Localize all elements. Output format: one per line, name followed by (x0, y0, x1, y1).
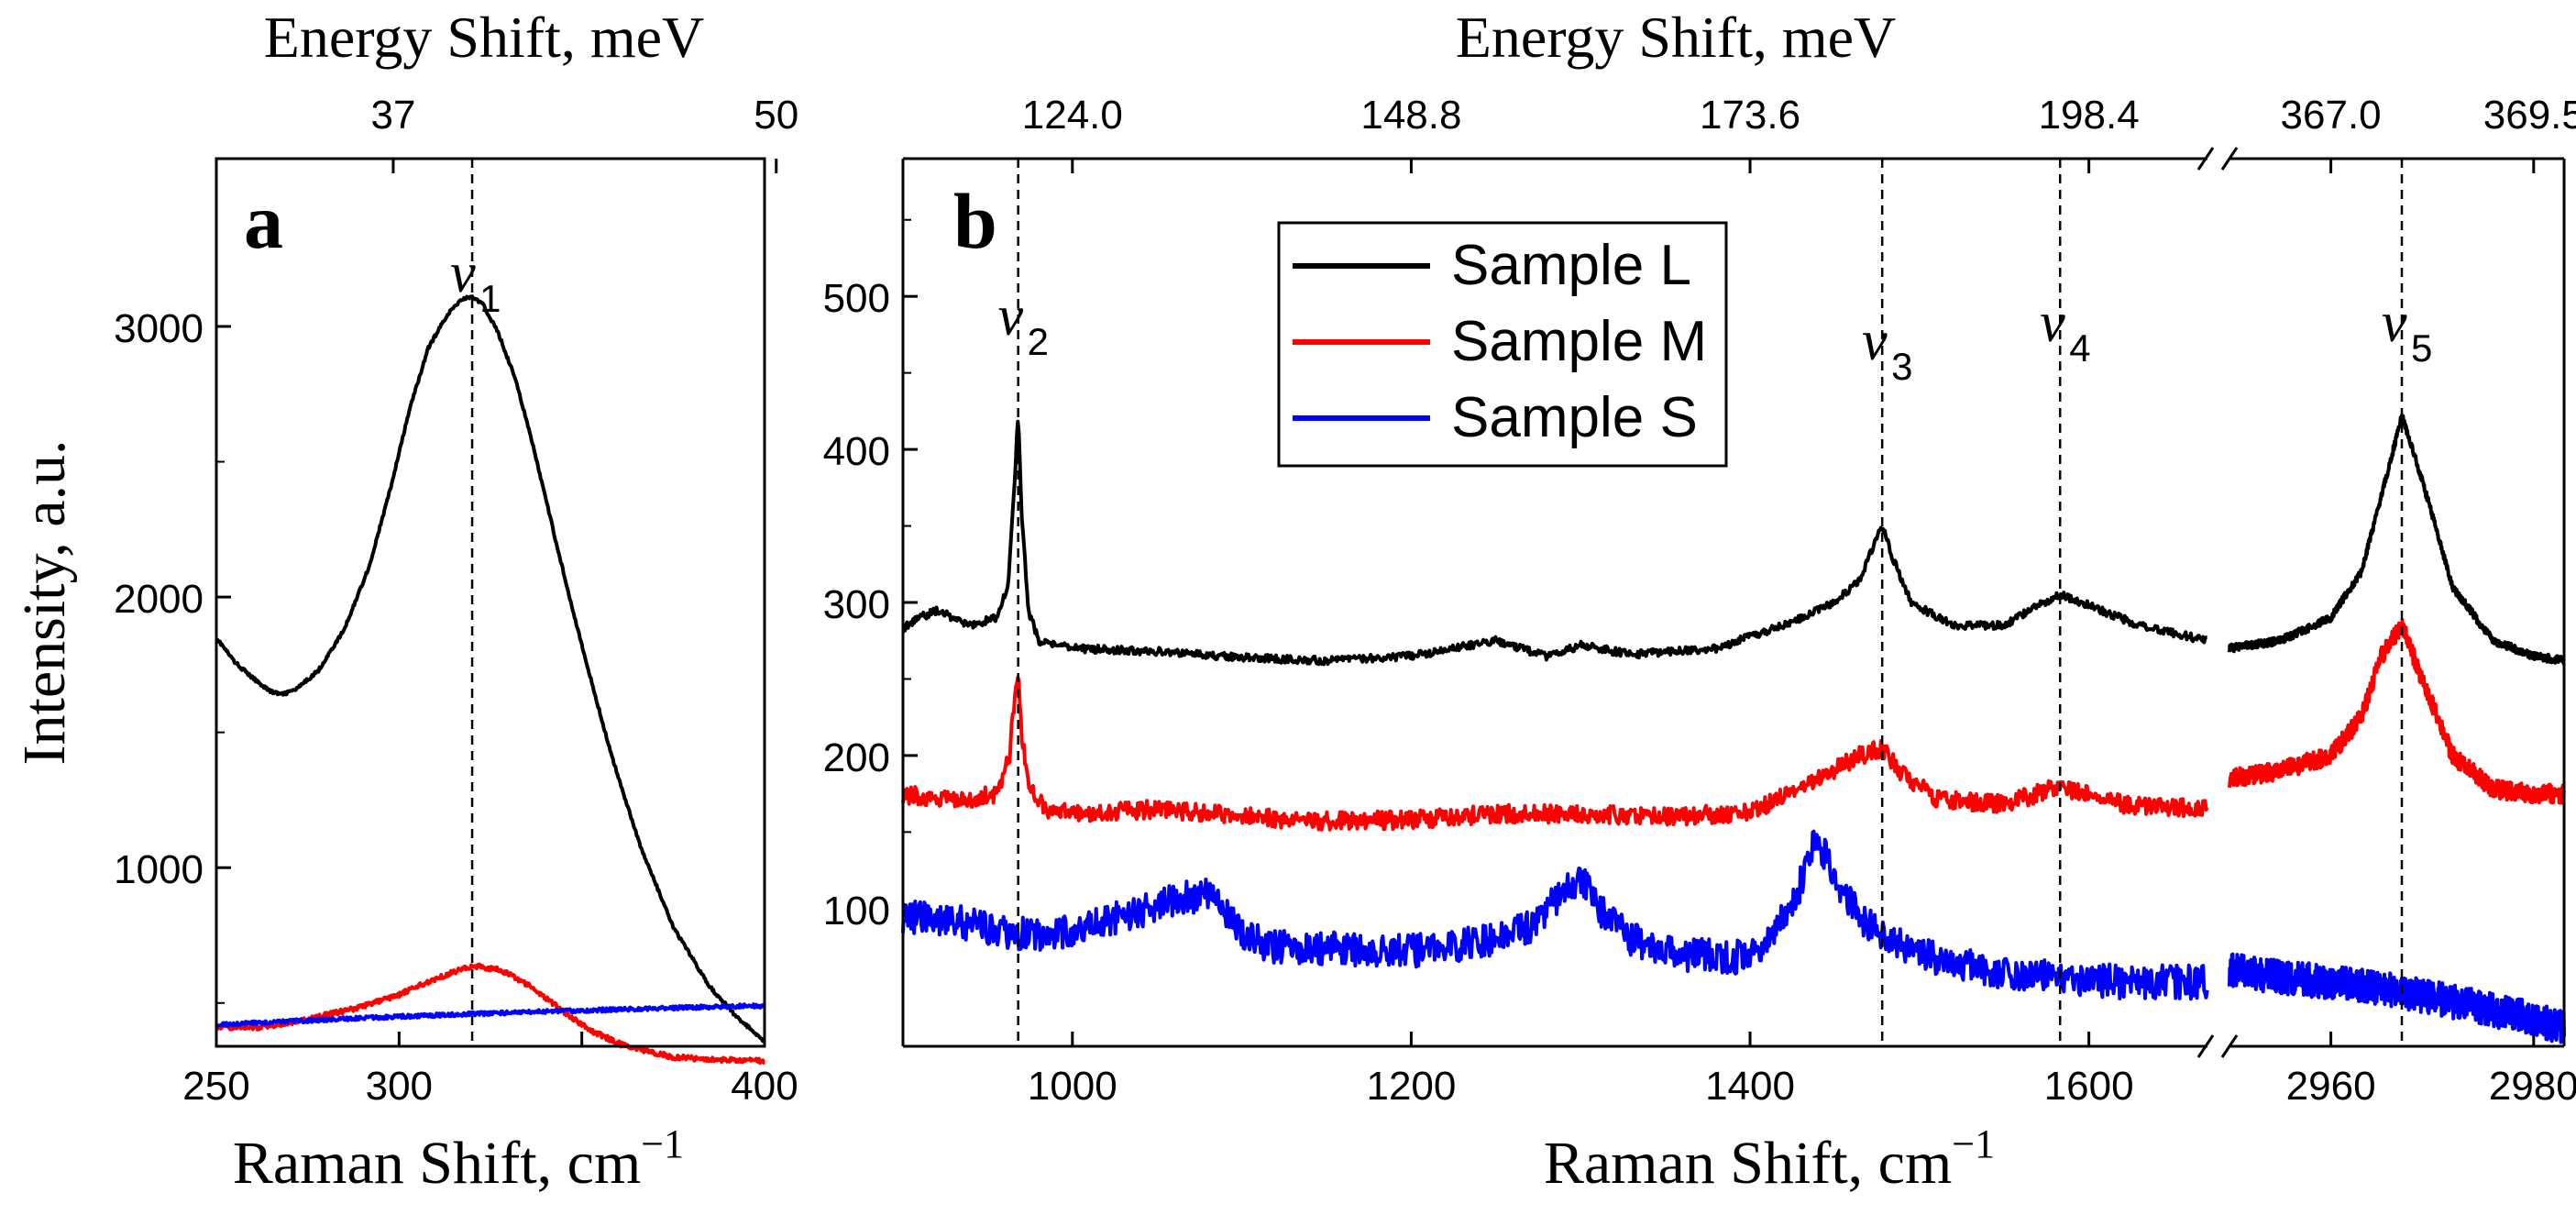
panel-a: Energy Shift, meV 37 50 1000 2000 3000 250 4… (11, 5, 798, 1197)
panel-b-peak-label: ν (1862, 310, 1888, 372)
panel-b-series (901, 413, 2566, 1044)
axis-break-top-2 (2220, 147, 2239, 171)
panel-a-y-tick-label: 3000 (114, 306, 204, 351)
panel-b-series-sample-m-seg1 (901, 675, 2209, 832)
panel-a-x-axis-title: Raman Shift, cm−1 (233, 1121, 684, 1197)
panel-b-x-tick-labels: 1000 1200 1400 1600 2960 2980 (1028, 1064, 2576, 1109)
panel-a-y-tick-label: 2000 (114, 577, 204, 622)
panel-a-top-tick-label: 50 (754, 93, 798, 138)
panel-b-x-axis-title-sup: −1 (1952, 1121, 1995, 1166)
panel-a-y-tick-label: 1000 (114, 847, 204, 892)
panel-a-y-tick-labels: 1000 2000 3000 (114, 306, 204, 892)
panel-b-x-tick-label: 1600 (2044, 1064, 2134, 1109)
panel-b-frame (901, 147, 2566, 1058)
panel-a-x-tick-label: 300 (366, 1064, 433, 1109)
panel-b-top-axis-title: Energy Shift, meV (1456, 5, 1897, 70)
legend: Sample L Sample M Sample S (1277, 221, 1728, 468)
panel-b-series-sample-s-seg2 (2228, 952, 2566, 1044)
panel-a-letter: a (244, 177, 283, 265)
panel-b-top-tick-label: 173.6 (1700, 93, 1800, 138)
panel-a-series-sample-l (215, 294, 766, 1044)
panel-a-x-axis-title-sup: −1 (641, 1121, 684, 1166)
panel-b-series-sample-s-seg1 (901, 829, 2209, 1001)
panel-b-y-tick-label: 100 (823, 889, 890, 933)
panel-b-y-tick-labels: 100 200 300 400 500 (823, 276, 890, 933)
panel-b-series-sample-m-seg2 (2228, 618, 2566, 805)
panel-b-x-tick-label: 1000 (1028, 1064, 1117, 1109)
panel-b-x-axis-title-text: Raman Shift, cm (1544, 1130, 1952, 1197)
panel-b-x-axis-title: Raman Shift, cm−1 (1544, 1121, 1995, 1197)
panel-a-x-tick-label: 250 (182, 1064, 249, 1109)
panel-a-x-tick-label: 400 (731, 1064, 798, 1109)
panel-b-y-tick-label: 200 (823, 735, 890, 780)
panel-a-series-sample-s (215, 1002, 766, 1029)
legend-label-sample-l: Sample L (1451, 234, 1691, 297)
panel-b-top-tick-label: 369.5 (2483, 93, 2576, 138)
panel-b-series-sample-l-seg1 (901, 419, 2208, 667)
panel-a-x-axis-title-text: Raman Shift, cm (233, 1130, 641, 1197)
panel-b-peak-label: ν (2382, 292, 2407, 354)
panel-b-top-tick-label: 367.0 (2281, 93, 2382, 138)
panel-b-y-tick-label: 300 (823, 582, 890, 627)
panel-b-x-tick-label: 1200 (1366, 1064, 1456, 1109)
panel-b: Energy Shift, meV 124.0 148.8 173.6 198.4 36… (823, 5, 2576, 1197)
axis-break-top-1 (2196, 147, 2215, 171)
panel-b-peak-label: ν (998, 285, 1024, 348)
panel-a-top-tick-labels: 37 50 (370, 93, 798, 138)
panel-b-y-tick-label: 500 (823, 276, 890, 321)
panel-b-series-sample-l-seg2 (2228, 413, 2566, 666)
panel-b-top-tick-label: 148.8 (1360, 93, 1461, 138)
panel-b-letter: b (953, 177, 997, 265)
panel-b-top-tick-label: 124.0 (1022, 93, 1123, 138)
axis-break-bottom-2 (2220, 1034, 2239, 1058)
panel-a-x-tick-labels: 250 400 300 (182, 1064, 798, 1109)
panel-b-peak-label-sub: 2 (1028, 320, 1049, 363)
panel-b-peak-label-sub: 4 (2069, 326, 2090, 370)
legend-label-sample-m: Sample M (1451, 310, 1707, 373)
panel-b-peak-markers: ν 2 ν 3ν 4 ν 5 (998, 159, 2432, 1046)
panel-b-x-tick-label: 2960 (2286, 1064, 2376, 1109)
panel-b-top-tick-label: 198.4 (2039, 93, 2140, 138)
axis-break-bottom-1 (2196, 1034, 2215, 1058)
panel-a-top-tick-label: 37 (370, 93, 415, 138)
panel-b-x-tick-label: 1400 (1705, 1064, 1795, 1109)
panel-b-top-tick-labels: 124.0 148.8 173.6 198.4 367.0 369.5 (1022, 93, 2576, 138)
panel-a-peak-label-sub: 1 (479, 277, 501, 320)
panel-b-x-tick-label: 2980 (2489, 1064, 2576, 1109)
panel-b-peak-label-sub: 5 (2411, 326, 2432, 370)
panel-b-peak-label-sub: 3 (1891, 345, 1912, 388)
panel-a-y-axis-title: Intensity, a.u. (11, 440, 78, 766)
panel-b-peak-label: ν (2040, 292, 2065, 354)
panel-b-y-tick-label: 400 (823, 429, 890, 474)
panel-a-series (215, 294, 766, 1065)
panel-a-frame (215, 157, 766, 1048)
legend-label-sample-s: Sample S (1451, 386, 1698, 449)
panel-a-top-axis-title: Energy Shift, meV (264, 5, 705, 70)
panel-a-peak-label: ν (450, 242, 476, 304)
